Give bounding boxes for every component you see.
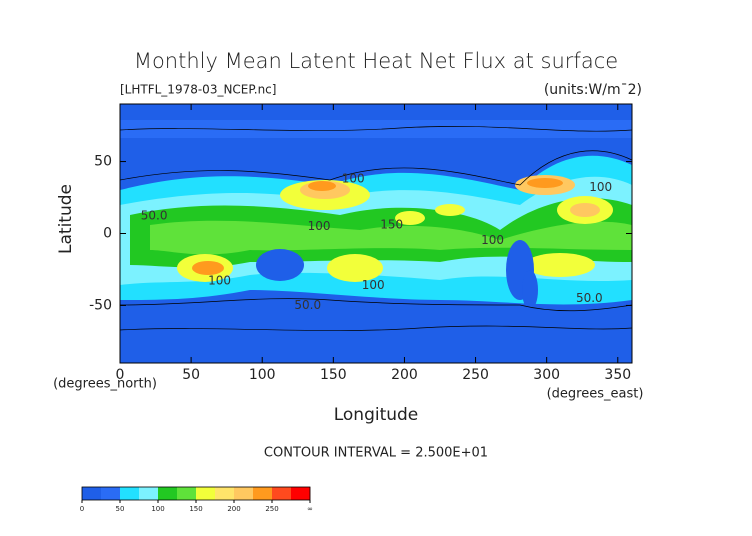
contour-region — [570, 203, 600, 217]
contour-region — [120, 338, 632, 363]
contour-region — [192, 261, 224, 275]
contour-label: 50.0 — [141, 209, 168, 223]
units-label: (units:W/m¯2) — [544, 82, 642, 98]
contour-label: 50.0 — [576, 291, 603, 305]
x-axis-label: Longitude — [334, 405, 419, 425]
y-tick-label: 0 — [103, 226, 112, 242]
y-tick-label: 50 — [94, 154, 112, 170]
contour-region — [150, 220, 632, 255]
contour-region — [522, 270, 538, 310]
x-tick-label: 350 — [604, 367, 631, 383]
y-units: (degrees_north) — [53, 377, 157, 392]
x-tick-label: 150 — [320, 367, 347, 383]
contour-region — [435, 204, 465, 216]
contour-region — [120, 120, 632, 138]
contour-region — [308, 181, 336, 191]
contour-interval: CONTOUR INTERVAL = 2.500E+01 — [264, 446, 488, 461]
contour-field — [120, 104, 632, 363]
contour-label: 100 — [589, 180, 612, 194]
colorbar: 0 50 100 150 200 250 ∞ — [80, 486, 313, 513]
colorbar-segment — [291, 487, 311, 500]
contour-label: 100 — [362, 278, 385, 292]
colorbar-segment — [139, 487, 159, 500]
colorbar-segment — [158, 487, 178, 500]
colorbar-label: 100 — [151, 505, 164, 513]
x-tick-label: 200 — [391, 367, 418, 383]
x-units: (degrees_east) — [547, 387, 644, 402]
contour-region — [525, 253, 595, 277]
contour-label: 50.0 — [294, 298, 321, 312]
contour-region — [395, 211, 425, 225]
colorbar-segment — [196, 487, 216, 500]
x-tick-label: 100 — [249, 367, 276, 383]
colorbar-segment — [177, 487, 197, 500]
contour-region — [256, 249, 304, 281]
contour-label: 100 — [342, 171, 365, 185]
colorbar-segment — [101, 487, 121, 500]
x-tick-label: 50 — [182, 367, 200, 383]
y-tick-label: -50 — [89, 297, 112, 313]
colorbar-label: 250 — [265, 505, 278, 513]
colorbar-label: ∞ — [307, 505, 313, 513]
colorbar-segment — [272, 487, 292, 500]
contour-label: 100 — [208, 273, 231, 287]
chart-title: Monthly Mean Latent Heat Net Flux at sur… — [134, 49, 618, 73]
colorbar-segment — [82, 487, 102, 500]
colorbar-label: 200 — [227, 505, 240, 513]
y-axis-label: Latitude — [56, 184, 76, 254]
contour-region — [527, 178, 563, 188]
x-tick-label: 300 — [533, 367, 560, 383]
colorbar-label: 50 — [116, 505, 125, 513]
colorbar-segment — [215, 487, 235, 500]
contour-label: 100 — [481, 233, 504, 247]
subtitle: [LHTFL_1978-03_NCEP.nc] — [120, 83, 276, 97]
colorbar-segment — [234, 487, 254, 500]
contour-label: 100 — [308, 219, 331, 233]
colorbar-segment — [120, 487, 140, 500]
colorbar-label: 150 — [189, 505, 202, 513]
colorbar-segment — [253, 487, 273, 500]
x-tick-label: 0 — [116, 367, 125, 383]
x-tick-label: 250 — [462, 367, 489, 383]
colorbar-label: 0 — [80, 505, 84, 513]
contour-label: 150 — [380, 217, 403, 231]
contour-region — [327, 254, 383, 282]
